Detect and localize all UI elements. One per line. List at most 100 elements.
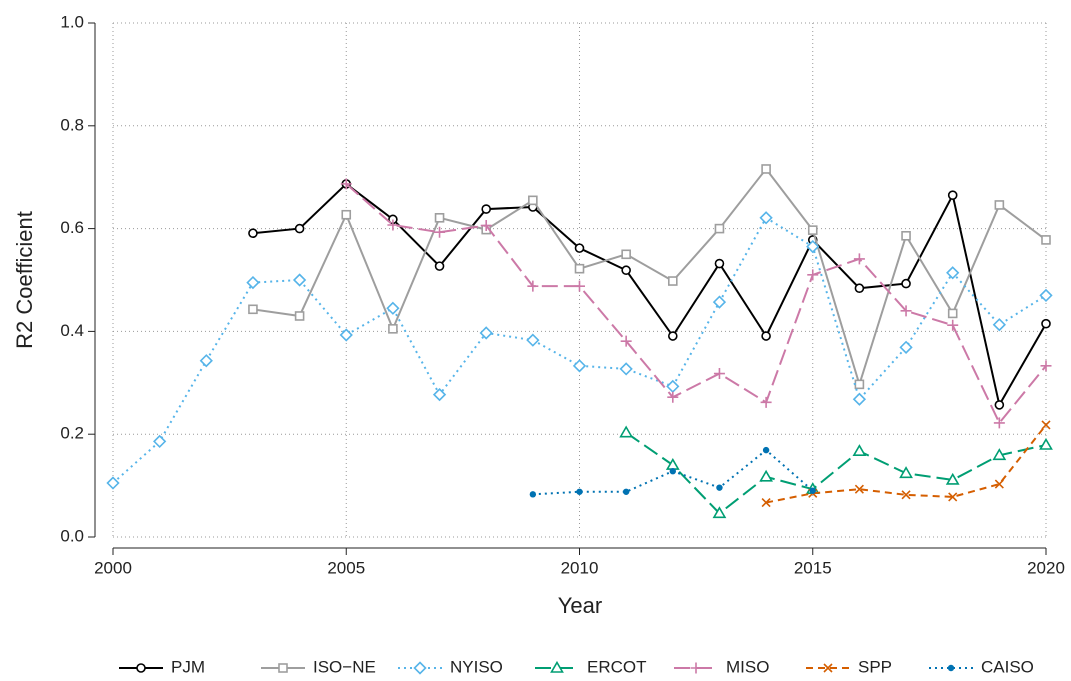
marker	[852, 392, 867, 406]
marker	[854, 379, 865, 390]
marker	[993, 417, 1005, 429]
marker	[669, 468, 676, 475]
marker	[136, 663, 146, 673]
marker	[665, 457, 680, 470]
marker	[529, 491, 537, 498]
marker	[621, 265, 631, 276]
marker	[526, 333, 540, 347]
series-line	[345, 183, 1047, 425]
marker	[809, 487, 816, 494]
marker	[576, 488, 583, 495]
marker	[762, 446, 770, 454]
marker	[690, 662, 702, 674]
marker	[153, 434, 167, 449]
marker	[712, 506, 727, 519]
marker	[434, 226, 446, 238]
x-tick-label: 2005	[327, 558, 365, 577]
marker	[248, 304, 258, 315]
marker	[619, 425, 634, 438]
marker	[620, 335, 632, 347]
legend-label: MISO	[726, 657, 769, 676]
marker	[714, 258, 725, 269]
marker	[621, 249, 631, 260]
marker	[714, 223, 725, 234]
marker	[716, 484, 723, 491]
marker	[341, 209, 352, 220]
y-axis-title: R2 Coefficient	[12, 211, 37, 349]
marker	[807, 225, 818, 235]
legend-label: ISO−NE	[313, 657, 376, 676]
marker	[339, 328, 353, 342]
marker	[574, 243, 585, 253]
marker	[947, 319, 959, 331]
legend-label: NYISO	[450, 657, 503, 676]
marker	[759, 469, 773, 482]
marker	[248, 228, 258, 239]
marker	[947, 308, 958, 319]
marker	[759, 211, 773, 225]
marker	[528, 195, 538, 206]
marker	[386, 301, 400, 315]
marker	[945, 472, 960, 485]
marker	[294, 311, 305, 321]
marker	[294, 223, 305, 234]
series-line	[252, 182, 1047, 408]
marker	[823, 663, 833, 673]
marker	[667, 331, 678, 341]
marker	[807, 269, 819, 281]
marker	[900, 305, 912, 317]
legend-label: CAISO	[981, 657, 1034, 676]
x-tick-label: 2020	[1027, 558, 1065, 577]
x-tick-label: 2015	[794, 558, 832, 577]
y-tick-label: 0.6	[60, 218, 84, 237]
x-tick-label: 2000	[94, 558, 132, 577]
marker	[432, 387, 447, 402]
marker	[992, 318, 1006, 332]
marker	[1039, 437, 1053, 450]
marker	[479, 326, 493, 340]
series-line	[625, 431, 1047, 515]
marker	[760, 396, 772, 408]
marker	[622, 488, 630, 495]
marker	[994, 400, 1005, 410]
marker	[434, 213, 445, 223]
marker	[992, 448, 1007, 461]
marker	[761, 497, 771, 508]
marker	[1041, 420, 1051, 430]
marker	[806, 239, 820, 254]
marker	[278, 663, 288, 673]
marker	[946, 266, 960, 280]
marker	[550, 660, 564, 673]
y-tick-label: 0.4	[60, 321, 84, 340]
marker	[761, 164, 771, 174]
y-tick-label: 0.8	[60, 115, 84, 134]
marker	[1039, 288, 1053, 303]
marker	[574, 280, 585, 292]
marker	[947, 664, 955, 672]
marker	[1041, 235, 1051, 245]
marker	[413, 661, 427, 675]
legend-label: PJM	[171, 657, 205, 676]
marker	[853, 253, 865, 265]
y-tick-label: 1.0	[60, 12, 84, 31]
marker	[572, 359, 587, 373]
marker	[899, 340, 913, 354]
x-tick-label: 2010	[561, 558, 599, 577]
marker	[434, 261, 445, 271]
marker	[854, 283, 865, 294]
marker	[854, 484, 864, 494]
marker	[480, 220, 492, 232]
marker	[713, 368, 725, 380]
marker	[761, 331, 771, 341]
y-tick-label: 0.2	[60, 424, 84, 443]
marker	[899, 466, 913, 479]
marker	[947, 190, 958, 200]
marker	[901, 230, 911, 241]
marker	[1040, 360, 1052, 372]
marker	[994, 200, 1005, 210]
marker	[667, 391, 679, 403]
marker	[387, 219, 399, 231]
marker	[340, 178, 352, 190]
marker	[388, 324, 398, 334]
